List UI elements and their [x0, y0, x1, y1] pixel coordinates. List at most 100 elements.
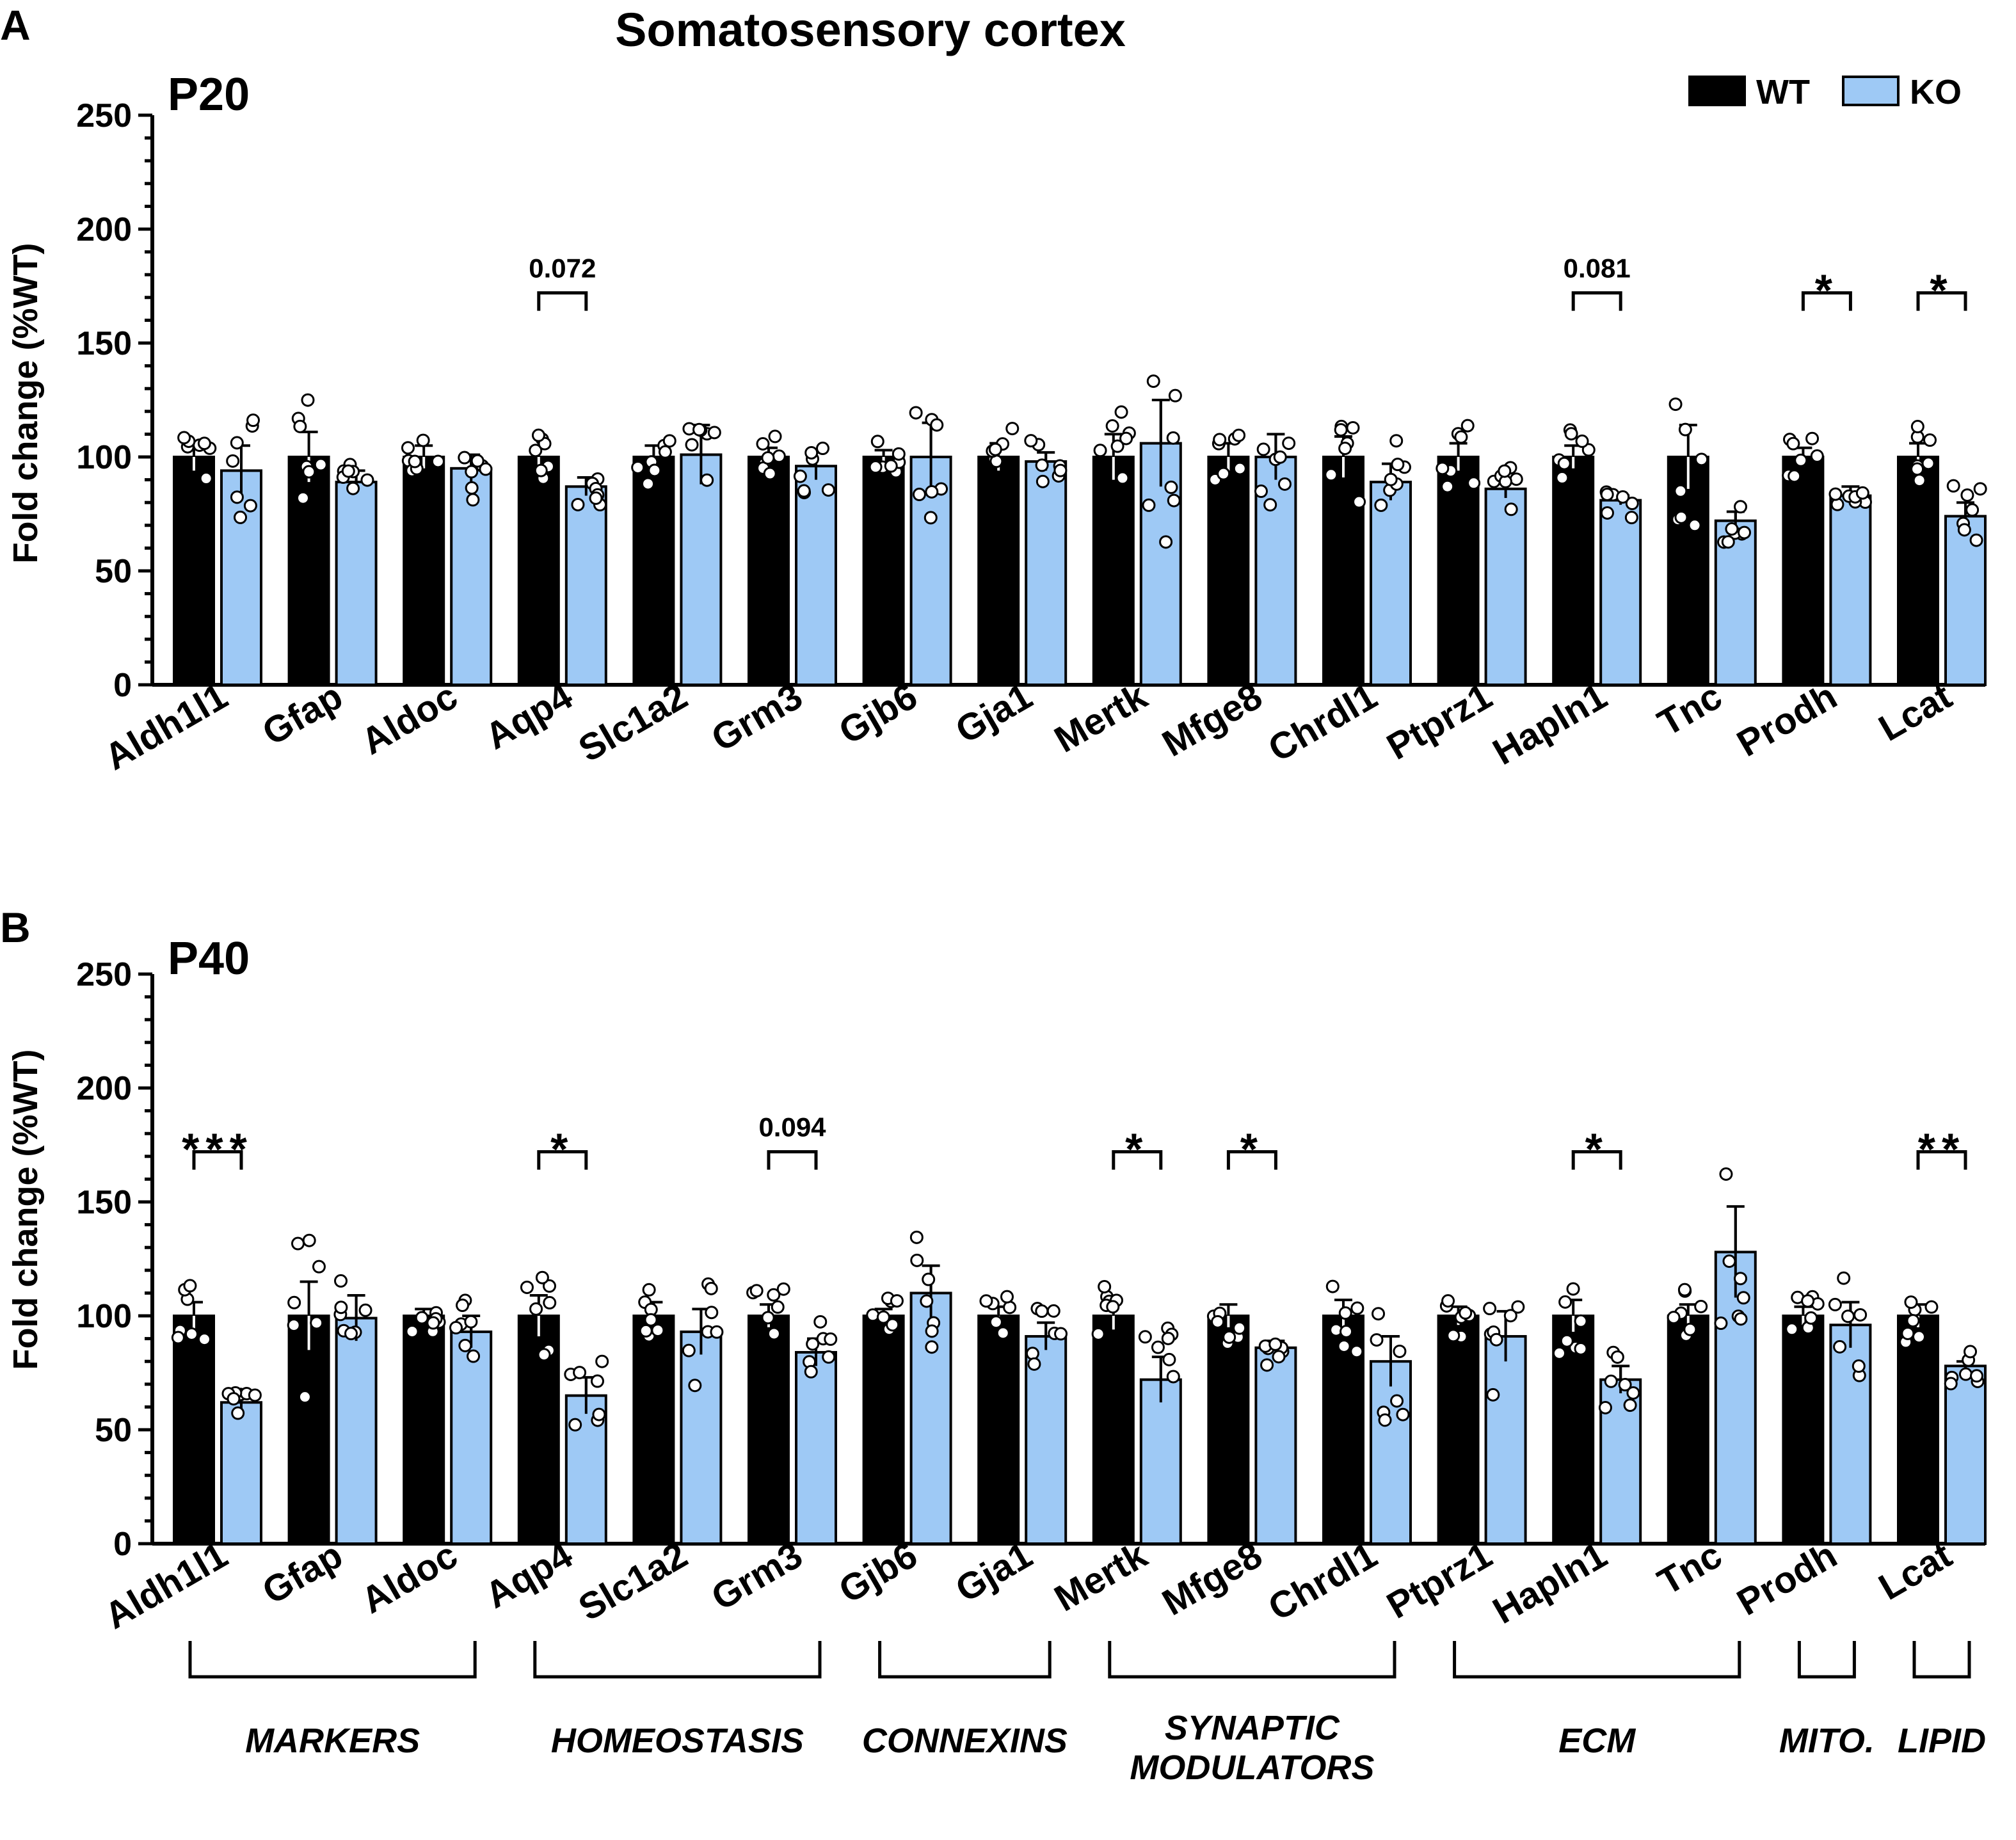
data-point-ko: [470, 454, 484, 468]
bar-wt: [977, 1315, 1020, 1545]
data-point-ko: [930, 418, 944, 432]
data-point-ko: [700, 473, 714, 487]
data-point-wt: [768, 429, 782, 444]
bar-wt: [1207, 456, 1250, 686]
data-point-ko: [806, 1337, 820, 1351]
x-tick-label: Mertk: [1048, 1534, 1155, 1620]
data-point-wt: [1005, 422, 1020, 436]
data-point-wt: [1350, 1301, 1364, 1315]
data-point-ko: [227, 1392, 241, 1406]
significance-bracket: [1801, 291, 1852, 311]
bar-ko: [1944, 1364, 1987, 1546]
data-point-wt: [1106, 1300, 1120, 1314]
data-point-wt: [979, 1294, 993, 1308]
data-point-ko: [1626, 1386, 1640, 1400]
significance-label: 0.094: [758, 1112, 826, 1142]
data-point-ko: [909, 406, 923, 420]
data-point-wt: [644, 1313, 658, 1327]
bar-wt: [1782, 1315, 1825, 1545]
data-point-ko: [925, 484, 939, 499]
data-point-wt: [1805, 431, 1820, 445]
data-point-wt: [870, 435, 884, 449]
data-point-ko: [1714, 1316, 1728, 1331]
data-point-wt: [426, 1316, 440, 1330]
data-point-wt: [1560, 1334, 1574, 1348]
bar-wt: [1552, 456, 1595, 686]
data-point-wt: [301, 393, 315, 407]
group-label: SYNAPTIC MODULATORS: [1130, 1709, 1374, 1787]
data-point-ko: [1167, 493, 1181, 508]
bar-ko: [1829, 1324, 1872, 1545]
data-point-ko: [1268, 1337, 1283, 1351]
data-point-ko: [1282, 436, 1296, 451]
panel-letter-b: B: [0, 904, 31, 951]
data-point-wt: [1460, 419, 1475, 433]
data-point-ko: [1944, 1377, 1958, 1391]
data-point-ko: [1855, 486, 1869, 500]
data-point-wt: [1337, 1339, 1351, 1353]
data-point-wt: [1575, 434, 1589, 448]
group-bracket: [188, 1641, 477, 1679]
data-point-wt: [529, 444, 543, 458]
data-point-ko: [1719, 1167, 1733, 1181]
data-point-wt: [767, 1327, 781, 1341]
data-point-wt: [1446, 1329, 1460, 1343]
significance-bracket: [767, 1150, 818, 1170]
data-point-wt: [1677, 1283, 1692, 1297]
data-point-wt: [1441, 1294, 1455, 1308]
data-point-wt: [771, 1300, 785, 1314]
data-point-wt: [1694, 1299, 1708, 1313]
data-point-ko: [816, 442, 830, 456]
data-point-ko: [464, 1315, 478, 1329]
bar-ko: [1139, 1378, 1182, 1545]
data-point-wt: [631, 460, 645, 474]
bar-wt: [287, 456, 330, 686]
bar-ko: [564, 485, 607, 687]
data-point-wt: [1346, 420, 1360, 435]
data-point-wt: [314, 458, 328, 472]
data-point-ko: [465, 465, 479, 479]
significance-bracket: [1916, 1150, 1967, 1170]
significance-label: *: [1240, 1124, 1264, 1174]
data-point-wt: [651, 1324, 665, 1338]
data-point-wt: [302, 1233, 316, 1247]
data-point-wt: [763, 467, 777, 481]
data-point-wt: [416, 433, 430, 447]
data-point-wt: [531, 428, 545, 442]
data-point-ko: [1957, 523, 1971, 537]
data-point-ko: [467, 1349, 481, 1363]
data-point-ko: [1964, 1345, 1978, 1359]
data-point-wt: [776, 1282, 790, 1296]
data-point-wt: [749, 1284, 764, 1298]
data-point-wt: [298, 1390, 312, 1404]
group-label: LIPID: [1898, 1722, 1986, 1760]
significance-bracket: [537, 1150, 588, 1170]
data-point-wt: [1105, 419, 1119, 433]
data-point-wt: [890, 1294, 904, 1308]
data-point-wt: [431, 454, 445, 468]
data-point-wt: [291, 1236, 305, 1251]
significance-label: 0.081: [1564, 253, 1631, 284]
data-point-wt: [401, 441, 415, 455]
data-point-wt: [1581, 443, 1596, 457]
data-point-ko: [1166, 431, 1180, 445]
x-tick-label: Gfap: [255, 675, 349, 753]
data-point-wt: [1810, 449, 1824, 463]
data-point-wt: [1574, 1314, 1588, 1328]
data-point-ko: [822, 1350, 836, 1364]
data-point-ko: [1618, 1378, 1632, 1392]
data-point-ko: [1970, 1369, 1984, 1383]
data-point-ko: [1272, 1350, 1286, 1364]
data-point-wt: [767, 1288, 781, 1302]
data-point-ko: [1610, 1350, 1624, 1364]
data-point-wt: [184, 1327, 198, 1341]
data-point-ko: [1027, 1357, 1041, 1371]
data-point-ko: [1722, 1254, 1736, 1268]
data-point-ko: [1263, 498, 1277, 512]
data-point-ko: [243, 499, 257, 513]
data-point-ko: [1737, 525, 1751, 540]
data-point-wt: [756, 436, 770, 451]
data-point-wt: [1436, 461, 1450, 476]
group-bracket: [878, 1641, 1052, 1679]
significance-bracket: [1571, 291, 1622, 311]
